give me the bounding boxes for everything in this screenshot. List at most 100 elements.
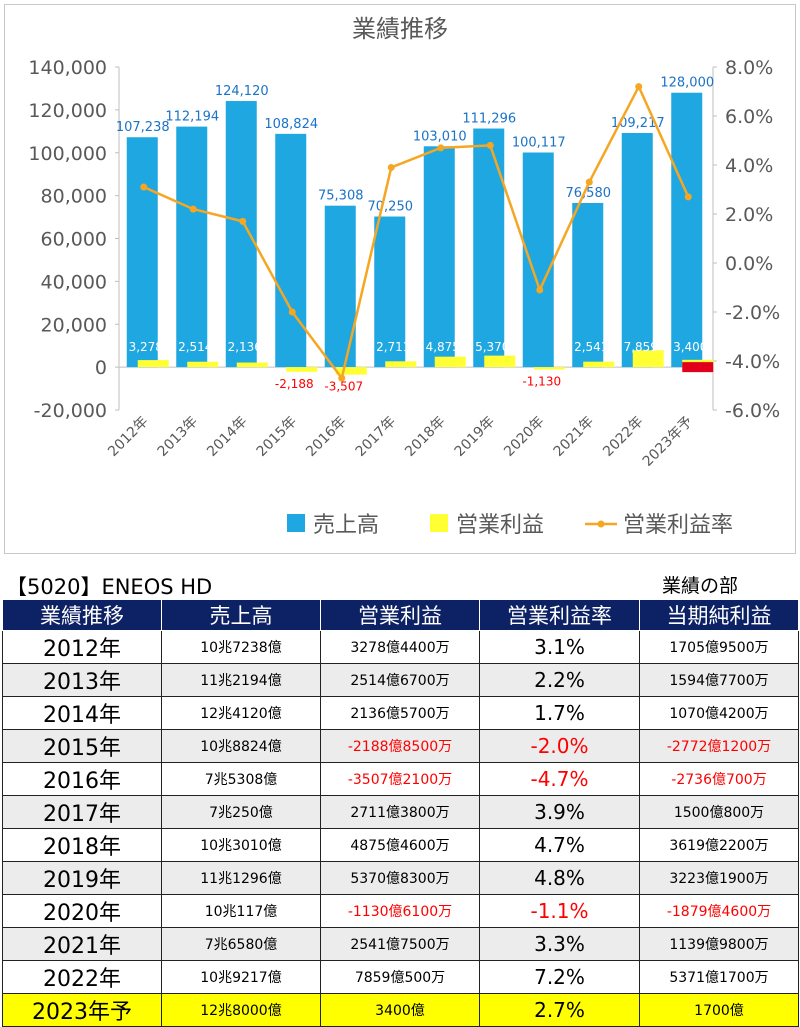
cell-operating-profit: 4875億4600万 <box>320 828 480 862</box>
operating-profit-bar <box>236 362 268 368</box>
cell-operating-margin: 3.1% <box>479 630 640 664</box>
cell-net-income: -2772億1200万 <box>639 729 799 763</box>
x-tick-label: 2014年 <box>204 414 250 460</box>
operating-profit-data-label: -3,507 <box>324 380 363 394</box>
cell-operating-margin: -2.0% <box>479 729 640 763</box>
operating-profit-bar <box>632 350 664 368</box>
header-period: 業績推移 <box>2 599 162 631</box>
cell-period: 2022年 <box>2 960 162 994</box>
cell-net-income: 1139億9800万 <box>639 927 799 961</box>
chart-panel: 業績推移 -20,000 0 20,000 40,000 60,000 80,000 100,… <box>4 4 796 554</box>
cell-operating-profit: 2514億6700万 <box>320 663 480 697</box>
table-row: 2017年 7兆250億 2711億3800万 3.9% 1500億800万 <box>2 795 799 829</box>
y-left-tick-label: 0 <box>95 357 107 379</box>
table-row: 2016年 7兆5308億 -3507億2100万 -4.7% -2736億700万 <box>2 762 799 796</box>
sales-data-label: 112,194 <box>165 110 219 125</box>
operating-profit-bar <box>583 361 615 368</box>
cell-operating-margin: 1.7% <box>479 696 640 730</box>
cell-net-income: 1594億7700万 <box>639 663 799 697</box>
cell-sales: 7兆6580億 <box>161 927 321 961</box>
performance-chart: 業績推移 -20,000 0 20,000 40,000 60,000 80,000 100,… <box>28 15 780 538</box>
operating-margin-point <box>684 193 692 201</box>
cell-operating-profit: -3507億2100万 <box>320 762 480 796</box>
x-tick-label: 2017年 <box>353 414 399 460</box>
forecast-marker <box>682 362 714 373</box>
cell-net-income: 3619億2200万 <box>639 828 799 862</box>
legend-swatch-sales <box>287 514 305 532</box>
cell-period: 2013年 <box>2 663 162 697</box>
x-tick-label: 2022年 <box>600 414 646 460</box>
sales-bar <box>671 92 703 368</box>
cell-period: 2023年予 <box>2 993 162 1027</box>
operating-margin-point <box>486 141 494 149</box>
sales-data-label: 111,296 <box>462 112 516 127</box>
table-row: 2022年 10兆9217億 7859億500万 7.2% 5371億1700万 <box>2 960 799 994</box>
legend-label-operating-margin: 営業利益率 <box>623 513 733 538</box>
y-left-tick-label: 100,000 <box>28 143 107 165</box>
operating-profit-data-label: 2,711 <box>376 340 410 354</box>
cell-net-income: 1070億4200万 <box>639 696 799 730</box>
operating-margin-point <box>239 217 247 225</box>
cell-period: 2019年 <box>2 861 162 895</box>
cell-period: 2012年 <box>2 630 162 664</box>
cell-sales: 10兆7238億 <box>161 630 321 664</box>
y-left-tick-label: 20,000 <box>41 314 107 336</box>
cell-operating-profit: -2188億8500万 <box>320 729 480 763</box>
y-right-tick-label: 2.0% <box>725 204 773 226</box>
cell-sales: 10兆3010億 <box>161 828 321 862</box>
operating-profit-data-label: 3,278 <box>129 340 163 354</box>
operating-profit-data-label: -2,188 <box>275 377 314 391</box>
operating-profit-data-label: 7,859 <box>624 340 658 354</box>
operating-profit-bar <box>335 367 367 375</box>
cell-operating-margin: 4.7% <box>479 828 640 862</box>
cell-sales: 12兆4120億 <box>161 696 321 730</box>
sales-data-label: 70,250 <box>368 200 414 215</box>
cell-period: 2017年 <box>2 795 162 829</box>
sales-bar <box>572 202 604 368</box>
table-row: 2020年 10兆117億 -1130億6100万 -1.1% -1879億4600万 <box>2 894 799 928</box>
sales-data-label: 109,217 <box>611 116 665 131</box>
cell-operating-profit: 2711億3800万 <box>320 795 480 829</box>
operating-profit-data-label: 3,400 <box>673 340 707 354</box>
y-left-tick-label: 120,000 <box>28 100 107 122</box>
cell-net-income: -2736億700万 <box>639 762 799 796</box>
section-caption: 業績の部 <box>662 575 739 597</box>
operating-profit-bar <box>434 356 466 368</box>
legend-label-operating-profit: 営業利益 <box>456 513 544 538</box>
sales-data-label: 108,824 <box>264 117 318 132</box>
x-tick-label: 2019年 <box>452 414 498 460</box>
operating-profit-bar <box>286 367 318 372</box>
y-left-tick-label: -20,000 <box>34 400 107 422</box>
sales-data-label: 100,117 <box>512 135 566 150</box>
cell-sales: 7兆5308億 <box>161 762 321 796</box>
operating-margin-point <box>536 286 544 294</box>
table-row: 2021年 7兆6580億 2541億7500万 3.3% 1139億9800万 <box>2 927 799 961</box>
cell-sales: 7兆250億 <box>161 795 321 829</box>
operating-margin-point <box>635 83 643 91</box>
sales-bar <box>621 132 653 368</box>
cell-period: 2014年 <box>2 696 162 730</box>
cell-operating-profit: -1130億6100万 <box>320 894 480 928</box>
cell-sales: 11兆2194億 <box>161 663 321 697</box>
x-tick-label: 2013年 <box>155 414 201 460</box>
operating-profit-bar <box>533 367 565 370</box>
x-tick-label: 2012年 <box>105 414 151 460</box>
x-tick-label: 2020年 <box>501 414 547 460</box>
company-caption: 【5020】ENEOS HD <box>6 575 213 599</box>
x-tick-label: 2016年 <box>303 414 349 460</box>
cell-operating-profit: 7859億500万 <box>320 960 480 994</box>
y-right-tick-label: -6.0% <box>725 400 780 422</box>
y-right-tick-label: 4.0% <box>725 155 773 177</box>
header-sales: 売上高 <box>161 599 321 631</box>
operating-margin-point <box>338 374 346 382</box>
table-row: 2019年 11兆1296億 5370億8300万 4.8% 3223億1900万 <box>2 861 799 895</box>
x-tick-label: 2018年 <box>402 414 448 460</box>
cell-operating-margin: 7.2% <box>479 960 640 994</box>
sales-bar <box>225 101 257 368</box>
cell-sales: 10兆8824億 <box>161 729 321 763</box>
cell-sales: 12兆8000億 <box>161 993 321 1027</box>
cell-period: 2018年 <box>2 828 162 862</box>
sales-data-label: 128,000 <box>660 76 714 91</box>
cell-operating-margin: 2.7% <box>479 993 640 1027</box>
sales-data-label: 107,238 <box>116 120 170 135</box>
